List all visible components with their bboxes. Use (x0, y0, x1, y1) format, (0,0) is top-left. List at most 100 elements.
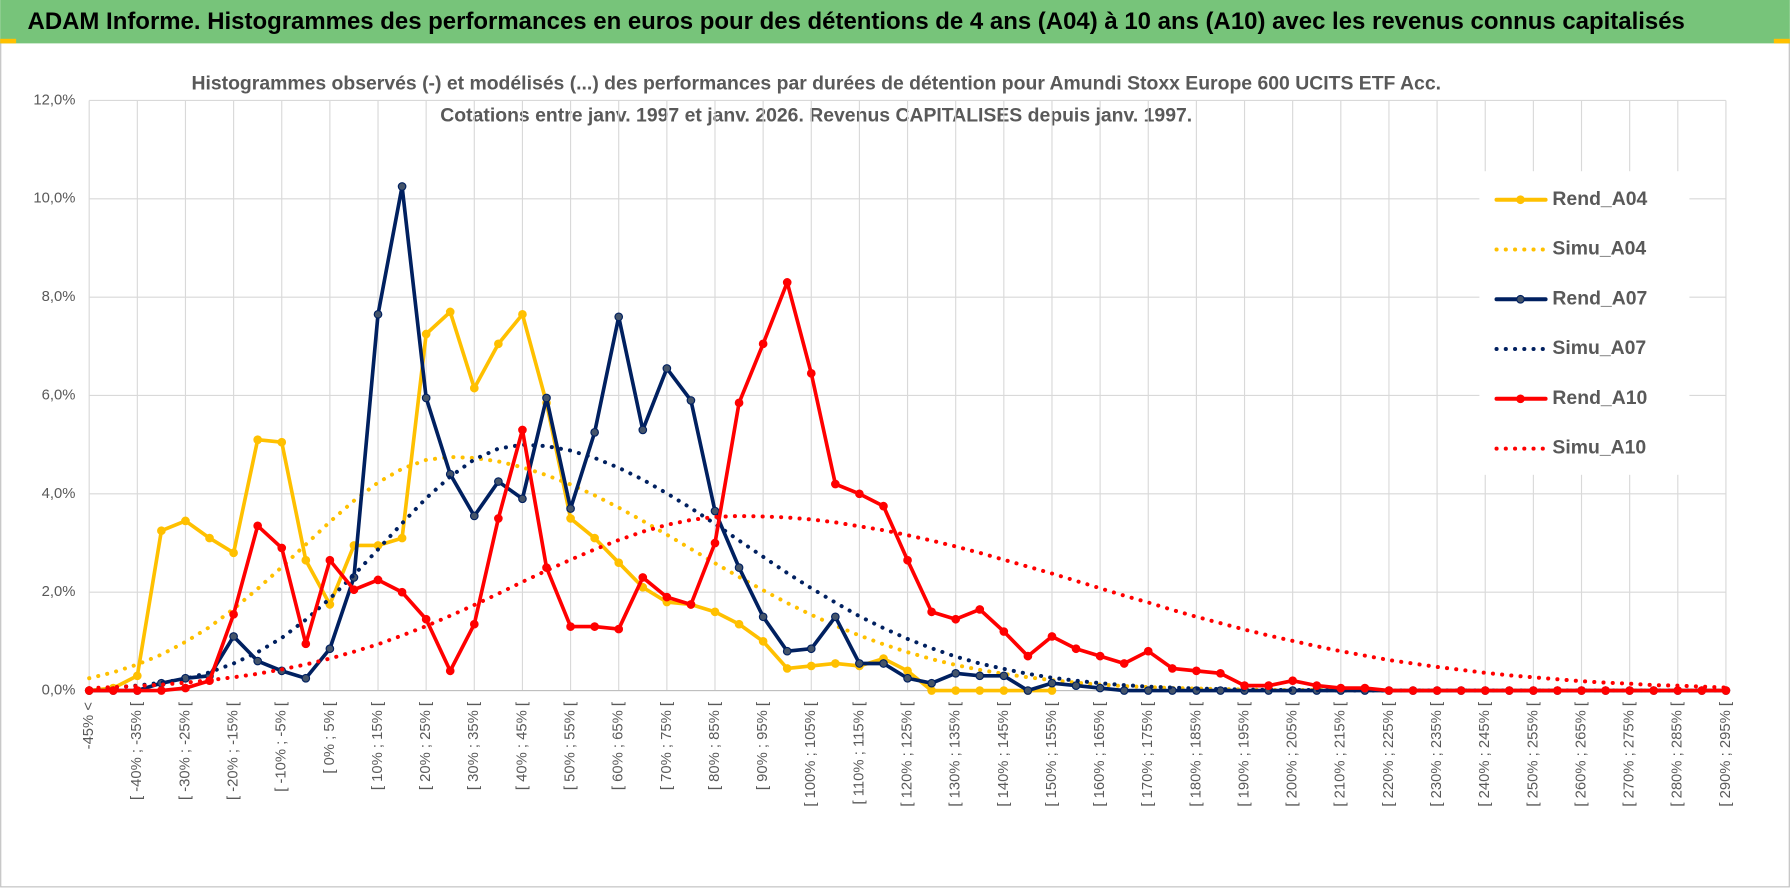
data-point (469, 383, 479, 393)
data-point (879, 659, 888, 668)
header-title: ADAM Informe. Histogrammes des performan… (28, 8, 1685, 35)
data-point (831, 612, 840, 622)
data-point (614, 624, 624, 634)
data-point (782, 278, 792, 287)
data-point (181, 683, 190, 693)
y-tick-label: 10,0% (33, 191, 75, 207)
x-tick-label: [ 60% ; 65% [ (611, 702, 627, 790)
x-tick-label: [ 170% ; 175% [ (1140, 702, 1156, 807)
data-point (662, 592, 672, 602)
x-tick-label: [ 20% ; 25% [ (418, 702, 434, 790)
data-point (903, 673, 912, 683)
x-tick-label: [ -30% ; -25% [ (177, 702, 193, 800)
data-point (1240, 681, 1249, 690)
data-point (157, 526, 166, 536)
data-point (325, 644, 335, 654)
data-point (1384, 686, 1394, 695)
x-tick-label: [ -20% ; -15% [ (226, 702, 242, 800)
data-point (181, 673, 190, 683)
x-tick-label: [ 10% ; 15% [ (370, 702, 386, 790)
data-point (1143, 686, 1153, 695)
y-tick-label: 2,0% (42, 584, 76, 600)
data-point (421, 614, 431, 624)
header-accent (1773, 38, 1790, 44)
data-point (373, 575, 383, 585)
data-point (686, 600, 696, 609)
x-tick-label: [ 250% ; 255% [ (1525, 702, 1541, 807)
data-point (566, 504, 575, 513)
data-point (951, 614, 961, 624)
data-point (1023, 686, 1033, 695)
y-tick-label: 0,0% (42, 682, 76, 698)
data-point (253, 521, 263, 531)
data-point (1504, 686, 1514, 695)
data-point (253, 435, 263, 445)
data-point (1625, 686, 1634, 695)
data-point (518, 310, 527, 319)
data-point (494, 477, 503, 486)
data-point (1095, 651, 1105, 661)
data-point (1192, 666, 1201, 676)
x-tick-label: [ 240% ; 245% [ (1477, 702, 1493, 807)
x-tick-label: [ 150% ; 155% [ (1044, 702, 1060, 807)
x-tick-label: [ 30% ; 35% [ (466, 702, 482, 790)
x-tick-label: [ 260% ; 265% [ (1573, 702, 1589, 807)
data-point (951, 668, 961, 678)
model-line (87, 513, 1728, 691)
data-point (494, 514, 503, 523)
y-tick-label: 4,0% (42, 486, 76, 502)
data-point (710, 506, 720, 516)
data-point (518, 494, 527, 504)
legend-marker (1516, 294, 1525, 304)
x-tick-label: [ 70% ; 75% [ (659, 702, 675, 790)
data-point (1047, 678, 1057, 688)
data-point (1553, 686, 1562, 695)
x-tick-label: [ 200% ; 205% [ (1285, 702, 1301, 807)
data-point (469, 511, 479, 521)
data-point (999, 627, 1009, 636)
data-point (1673, 686, 1683, 695)
x-tick-label: [ 180% ; 185% [ (1188, 702, 1204, 807)
data-point (1119, 686, 1129, 695)
x-tick-label: [ 110% ; 115% [ (851, 702, 867, 805)
model-line (87, 442, 1728, 693)
data-point (421, 329, 431, 339)
x-tick-label: [ 270% ; 275% [ (1622, 702, 1638, 807)
data-point (1023, 651, 1033, 661)
header-accent (0, 38, 17, 44)
data-point (1167, 664, 1177, 673)
data-point (397, 587, 407, 597)
data-point (951, 686, 961, 695)
data-point (638, 425, 648, 435)
data-point (758, 339, 768, 349)
data-point (927, 678, 936, 688)
data-point (157, 686, 166, 695)
data-point (1047, 632, 1057, 641)
x-tick-label: [ 80% ; 85% [ (707, 702, 723, 790)
data-point (1119, 659, 1129, 668)
data-point (1216, 668, 1225, 678)
data-point (1312, 681, 1322, 690)
data-point (806, 661, 816, 671)
data-point (397, 533, 407, 543)
data-point (975, 686, 985, 695)
data-point (614, 558, 624, 568)
data-point (831, 479, 840, 489)
data-point (1336, 683, 1346, 693)
data-point (421, 393, 431, 403)
data-point (229, 548, 238, 558)
data-point (686, 396, 696, 405)
data-point (1432, 686, 1442, 695)
legend-label: Rend_A10 (1552, 387, 1647, 409)
x-tick-label: [ 140% ; 145% [ (996, 702, 1012, 807)
data-point (710, 607, 720, 617)
data-point (566, 622, 575, 631)
x-tick-label: [ -10% ; -5% [ (274, 702, 290, 792)
data-point (831, 659, 840, 668)
data-point (566, 514, 575, 523)
data-point (1697, 686, 1707, 695)
legend-marker (1516, 394, 1525, 404)
data-point (301, 639, 311, 649)
